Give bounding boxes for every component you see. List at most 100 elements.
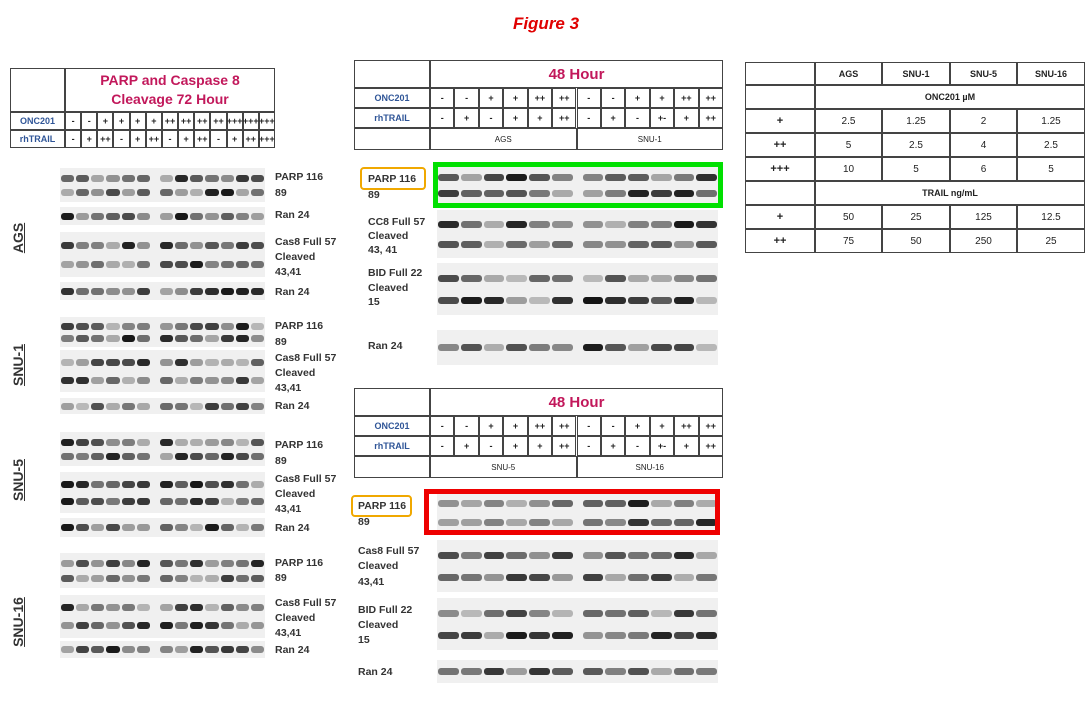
blot-label: 89 [275, 455, 287, 467]
treatment-cell: - [430, 88, 455, 108]
band [235, 524, 249, 531]
band [159, 560, 174, 567]
band [91, 604, 105, 612]
treatment-cell: + [178, 130, 195, 148]
band [605, 173, 626, 181]
band [696, 573, 717, 581]
band [438, 518, 459, 526]
table-cell: 75 [815, 229, 882, 253]
table-cell: 2.5 [815, 109, 882, 133]
band [605, 344, 626, 351]
band [159, 498, 174, 506]
band [76, 574, 90, 582]
band [483, 631, 505, 639]
band [175, 376, 189, 384]
band [483, 500, 505, 507]
band [106, 188, 120, 196]
band [650, 190, 672, 198]
treatment-cell: + [478, 416, 504, 436]
band [91, 188, 105, 196]
band [460, 518, 482, 526]
dose-label: + [745, 109, 815, 133]
band [121, 359, 135, 367]
band [121, 560, 135, 567]
treatment-cell: + [113, 112, 130, 130]
band [61, 260, 75, 268]
band [483, 173, 505, 181]
band [76, 560, 90, 567]
blot-strip [437, 490, 718, 535]
band [190, 646, 204, 653]
band [483, 573, 505, 581]
row-label: ONC201 [354, 88, 430, 108]
panel-title: 48 Hour [430, 388, 723, 416]
band [61, 322, 75, 330]
band [506, 500, 527, 507]
band [696, 241, 717, 249]
band [91, 524, 105, 531]
treatment-cell: ++ [242, 130, 259, 148]
band [220, 524, 234, 531]
band [106, 438, 120, 446]
band [551, 344, 573, 351]
band [61, 574, 75, 582]
band [483, 610, 505, 618]
band [506, 518, 527, 526]
table-cell: 2.5 [1017, 133, 1085, 157]
band [136, 452, 150, 460]
column-header: SNU-16 [1017, 62, 1085, 85]
band [175, 524, 189, 531]
dose-label: ++ [745, 229, 815, 253]
band [220, 452, 234, 460]
band [76, 260, 90, 268]
band [650, 173, 672, 181]
band [136, 322, 150, 330]
group-label: SNU-16 [576, 456, 723, 478]
band [121, 438, 135, 446]
blot-label: Cas8 Full 57 [275, 352, 337, 364]
band [91, 560, 105, 567]
group-label: AGS [430, 128, 577, 150]
band [190, 560, 204, 567]
title-line: PARP and Caspase 8 [100, 72, 240, 88]
table-cell: 2.5 [882, 133, 950, 157]
band [460, 275, 482, 283]
band [529, 573, 550, 581]
band [220, 322, 234, 330]
band [220, 402, 234, 410]
band [136, 646, 150, 653]
band [235, 287, 249, 295]
band [175, 622, 189, 630]
treatment-cell: + [503, 108, 528, 128]
treatment-cell: ++ [194, 112, 211, 130]
band [190, 174, 204, 182]
band [650, 241, 672, 249]
band [250, 376, 264, 384]
band [696, 500, 717, 507]
band [91, 402, 105, 410]
band [438, 631, 459, 639]
row-label: rhTRAIL [354, 108, 430, 128]
blot-label: Cleaved [368, 230, 409, 242]
band [106, 574, 120, 582]
blot-label: 89 [358, 516, 370, 528]
band [483, 296, 505, 304]
band [190, 376, 204, 384]
band [582, 631, 604, 639]
band [121, 322, 135, 330]
treatment-cell: ++ [178, 112, 195, 130]
band [76, 402, 90, 410]
left-title: PARP and Caspase 8 Cleavage 72 Hour [65, 68, 275, 112]
band [529, 500, 550, 507]
blot-strip [60, 641, 265, 658]
blot-label: 89 [275, 572, 287, 584]
table-cell: 10 [815, 157, 882, 181]
band [91, 438, 105, 446]
treatment-cell: - [576, 88, 601, 108]
treatment-cell: - [478, 436, 504, 456]
band [696, 344, 717, 351]
band [136, 287, 150, 295]
band [628, 610, 649, 618]
band [696, 668, 717, 675]
band [483, 552, 505, 560]
